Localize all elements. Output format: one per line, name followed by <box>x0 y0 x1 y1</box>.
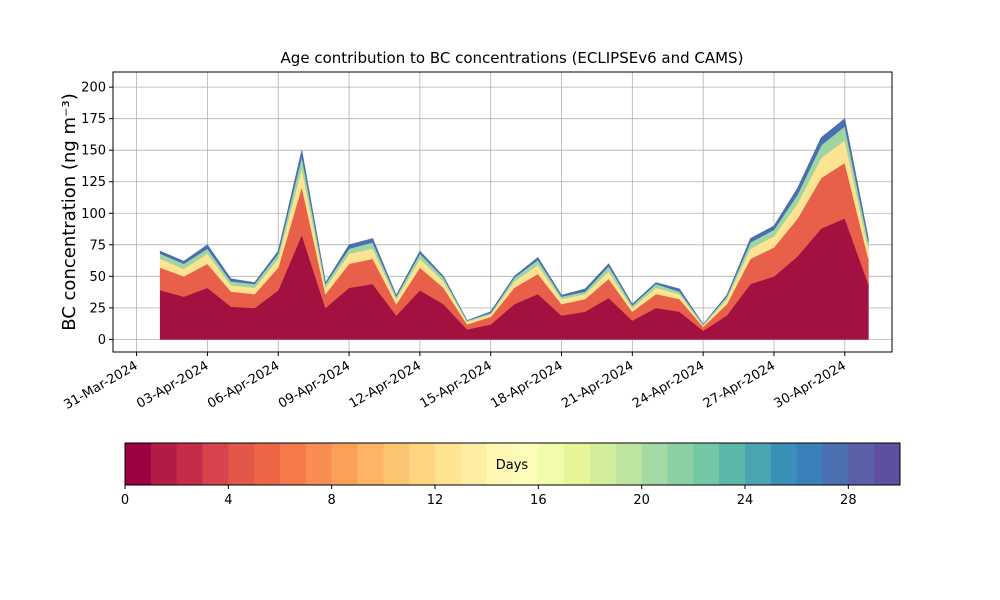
x-tick-label: 27-Apr-2024 <box>701 358 778 411</box>
x-tick-label: 06-Apr-2024 <box>205 358 282 411</box>
y-tick-label: 75 <box>89 238 106 253</box>
colorbar-cell <box>564 443 591 485</box>
colorbar-cell <box>615 443 643 485</box>
colorbar-tick-label: 20 <box>633 493 650 508</box>
x-tick-label: 21-Apr-2024 <box>559 358 636 411</box>
y-tick-label: 125 <box>81 175 106 190</box>
colorbar-tick-label: 16 <box>530 493 547 508</box>
colorbar-cell <box>202 443 229 485</box>
plot-frame <box>112 71 893 353</box>
colorbar-tick-label: 24 <box>737 493 754 508</box>
colorbar-cell <box>409 443 436 485</box>
y-tick-label: 100 <box>81 207 106 222</box>
colorbar-cell <box>176 443 203 485</box>
area-band <box>159 118 869 325</box>
colorbar-cell <box>305 443 333 485</box>
colorbar-tick-label: 8 <box>328 493 336 508</box>
colorbar-cell <box>538 443 565 485</box>
colorbar-cell <box>460 443 488 485</box>
x-tick-label: 15-Apr-2024 <box>418 358 495 411</box>
x-tick-label: 03-Apr-2024 <box>134 358 211 411</box>
colorbar-cell <box>512 443 539 485</box>
colorbar-cell <box>228 443 255 485</box>
colorbar-tick-label: 28 <box>840 493 857 508</box>
x-tick-label: 31-Mar-2024 <box>61 358 140 412</box>
colorbar-cell <box>150 443 178 485</box>
colorbar-cell <box>383 443 410 485</box>
x-tick-label: 09-Apr-2024 <box>276 358 353 411</box>
colorbar-frame <box>124 442 901 486</box>
colorbar-cell <box>331 443 358 485</box>
colorbar-cell <box>770 443 798 485</box>
colorbar-tick-label: 12 <box>427 493 444 508</box>
colorbar-cell <box>848 443 875 485</box>
x-tick-label: 18-Apr-2024 <box>488 358 565 411</box>
chart-title: Age contribution to BC concentrations (E… <box>281 49 744 67</box>
colorbar-cell <box>745 443 772 485</box>
x-tick-label: 12-Apr-2024 <box>347 358 424 411</box>
y-tick-label: 150 <box>81 144 106 159</box>
y-tick-label: 175 <box>81 112 106 127</box>
colorbar-cell <box>254 443 281 485</box>
colorbar-tick-label: 0 <box>121 493 129 508</box>
y-axis-label: BC concentration (ng m⁻³) <box>59 93 80 331</box>
y-tick-label: 50 <box>89 270 106 285</box>
x-tick-label: 30-Apr-2024 <box>772 358 849 411</box>
colorbar-tick-label: 4 <box>224 493 232 508</box>
colorbar-cell <box>796 443 823 485</box>
x-tick-label: 24-Apr-2024 <box>630 358 707 411</box>
colorbar-cell <box>719 443 746 485</box>
colorbar-cell <box>280 443 307 485</box>
colorbar-label: Days <box>496 458 529 473</box>
colorbar-cell <box>822 443 849 485</box>
colorbar-cell <box>590 443 617 485</box>
colorbar-cell <box>357 443 384 485</box>
y-tick-label: 200 <box>81 81 106 96</box>
colorbar-cell <box>641 443 668 485</box>
y-tick-label: 25 <box>89 301 106 316</box>
y-tick-label: 0 <box>98 333 106 348</box>
colorbar-cell <box>486 443 513 485</box>
colorbar-cell <box>874 443 901 485</box>
colorbar-cell <box>125 443 152 485</box>
colorbar-cell <box>667 443 694 485</box>
colorbar-cell <box>435 443 462 485</box>
colorbar-cell <box>693 443 720 485</box>
